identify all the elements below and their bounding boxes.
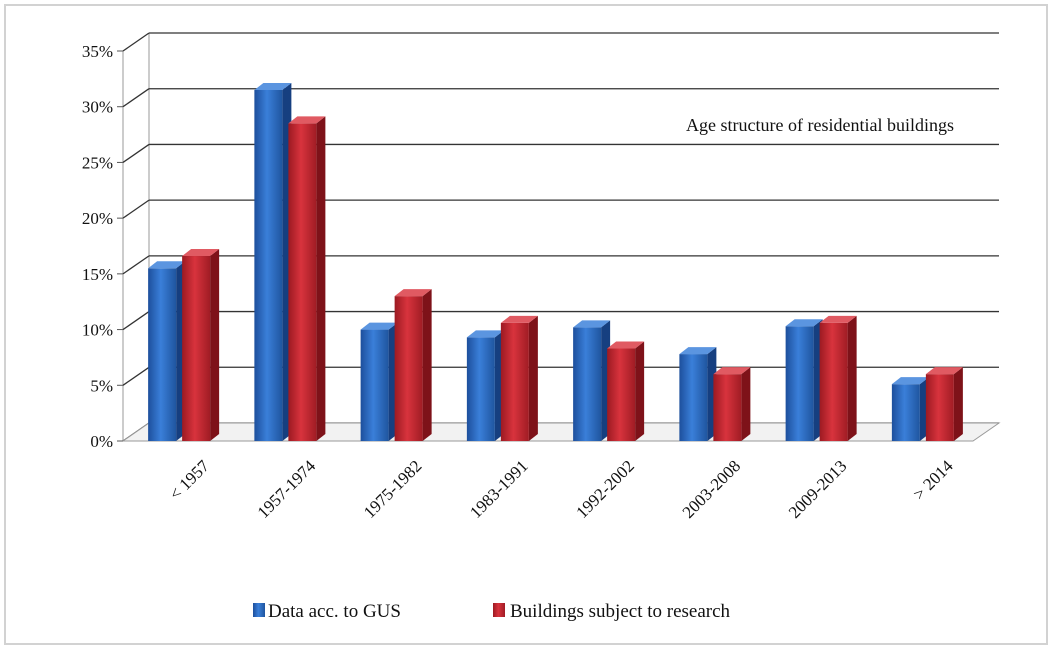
bar-front — [785, 326, 814, 441]
y-tick-label: 10% — [82, 321, 113, 340]
bar-front — [148, 268, 177, 441]
bar-top — [500, 315, 538, 323]
bar — [713, 367, 751, 441]
bar-side — [847, 315, 857, 441]
bar — [607, 341, 645, 441]
bar-top — [148, 261, 186, 269]
y-tick-label: 5% — [90, 376, 113, 395]
chart-back-wall — [122, 33, 150, 441]
y-tick-label: 35% — [82, 42, 113, 61]
chart-title: Age structure of residential buildings — [686, 115, 954, 135]
bar — [182, 249, 220, 441]
bar — [573, 320, 611, 441]
bar-front — [360, 329, 389, 441]
bar — [466, 330, 504, 441]
bars — [148, 83, 963, 441]
bar-side — [528, 315, 538, 441]
bar-front — [573, 327, 602, 441]
bar-top — [288, 116, 326, 124]
x-tick-label: 1975-1982 — [360, 456, 426, 522]
bar-top — [466, 330, 504, 338]
bar-front — [288, 123, 317, 441]
bar-top — [891, 377, 929, 385]
legend-label-research: Buildings subject to research — [510, 601, 731, 622]
gridline-slant — [122, 32, 150, 52]
bar-side — [210, 249, 220, 441]
bar — [891, 377, 929, 441]
bar-top — [713, 367, 751, 375]
bar — [394, 289, 432, 441]
bar-top — [394, 289, 432, 297]
y-tick-label: 30% — [82, 98, 113, 117]
x-tick-label: < 1957 — [166, 456, 214, 504]
legend-label-gus: Data acc. to GUS — [268, 601, 401, 622]
bar-top — [819, 315, 857, 323]
bar — [500, 315, 538, 441]
bar-top — [785, 319, 823, 327]
bar-front — [182, 256, 211, 441]
gridline-slant — [122, 143, 150, 163]
bar-front — [466, 337, 495, 441]
bar-front — [500, 322, 529, 441]
y-tick-label: 15% — [82, 265, 113, 284]
y-tick-label: 0% — [90, 432, 113, 451]
gridline-slant — [122, 255, 150, 275]
y-axis-ticks: 0% 5% 10% 15% 20% 25% 30% 35% — [82, 42, 123, 451]
x-tick-label: 2009-2013 — [785, 456, 851, 522]
bar-front — [679, 354, 708, 441]
bar-front — [819, 322, 848, 441]
y-tick-label: 25% — [82, 153, 113, 172]
gridline-slant — [122, 366, 150, 386]
bar — [679, 347, 717, 441]
bar-side — [316, 116, 326, 441]
bar-top — [254, 83, 292, 90]
x-tick-label: 1992-2002 — [572, 456, 638, 522]
bar-side — [741, 367, 751, 441]
bar-top — [360, 322, 398, 330]
legend-swatch-research — [493, 603, 505, 617]
x-tick-label: 2003-2008 — [679, 456, 745, 522]
gridline-slant — [122, 199, 150, 219]
bar-front — [925, 374, 954, 441]
bar-front — [713, 374, 742, 441]
bar-front — [607, 348, 636, 441]
bar-side — [422, 289, 432, 441]
bar — [360, 322, 398, 441]
bar-front — [891, 384, 920, 441]
bar — [288, 116, 326, 441]
bar-front — [254, 90, 283, 441]
bar — [819, 315, 857, 441]
x-tick-label: 1957-1974 — [254, 456, 320, 522]
gridline-slant — [122, 311, 150, 331]
bar — [785, 319, 823, 441]
gridline-slant — [122, 88, 150, 108]
bar-top — [925, 367, 963, 375]
legend: Data acc. to GUS Buildings subject to re… — [253, 601, 731, 622]
bar-top — [573, 320, 611, 328]
bar — [148, 261, 186, 441]
x-axis-labels: < 1957 1957-1974 1975-1982 1983-1991 1992-20… — [166, 456, 957, 522]
x-tick-label: 1983-1991 — [466, 456, 532, 522]
bar-side — [953, 367, 963, 441]
bar — [254, 83, 292, 441]
x-tick-label: > 2014 — [909, 456, 957, 504]
bar-top — [679, 347, 717, 355]
bar-top — [607, 341, 645, 349]
bar-side — [635, 341, 645, 441]
bar-front — [394, 296, 423, 441]
legend-swatch-gus — [253, 603, 265, 617]
bar — [925, 367, 963, 441]
bar-top — [182, 249, 220, 257]
y-tick-label: 20% — [82, 209, 113, 228]
